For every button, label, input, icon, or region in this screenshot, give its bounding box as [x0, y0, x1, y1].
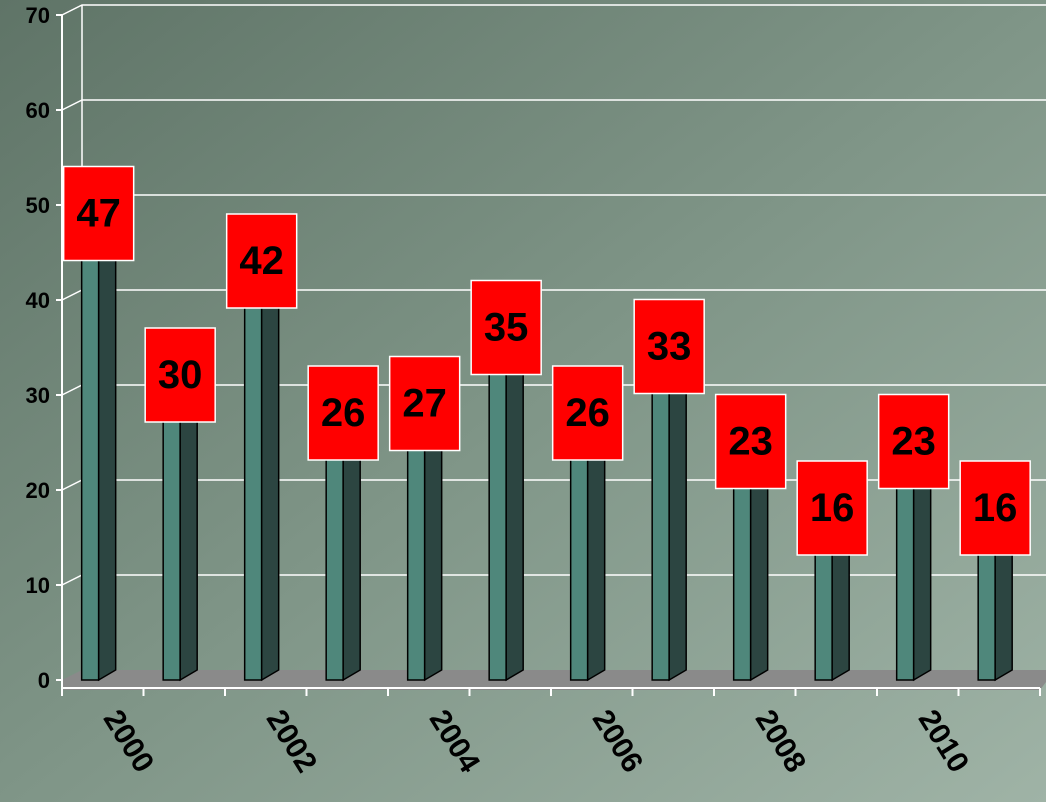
data-label: 27 — [402, 382, 447, 426]
data-label-box — [62, 165, 135, 262]
bar-side — [260, 269, 280, 682]
data-label: 33 — [647, 325, 692, 369]
bar — [569, 432, 589, 681]
y-tick-label: 20 — [26, 478, 50, 503]
y-tick-label: 60 — [26, 98, 50, 123]
data-label: 26 — [321, 391, 366, 435]
bar-side — [423, 412, 443, 682]
y-tick-label: 0 — [38, 668, 50, 693]
data-label: 16 — [973, 486, 1018, 530]
data-label: 30 — [158, 353, 203, 397]
bar — [406, 422, 426, 681]
data-label: 16 — [810, 486, 855, 530]
y-tick-label: 30 — [26, 383, 50, 408]
data-label: 42 — [239, 239, 284, 283]
bar-side — [668, 355, 687, 682]
bar-side — [505, 336, 524, 682]
bar — [488, 346, 507, 681]
data-label: 35 — [484, 306, 529, 350]
data-label: 23 — [891, 420, 936, 464]
data-label-box — [633, 298, 705, 395]
data-label-box — [470, 279, 542, 376]
data-label: 26 — [565, 391, 610, 435]
y-tick-label: 50 — [26, 193, 50, 218]
data-label-box — [551, 365, 624, 461]
bar — [243, 280, 263, 681]
data-label-box — [959, 460, 1031, 556]
bar-side — [586, 421, 606, 682]
grid-line — [61, 99, 1046, 111]
data-label-box — [144, 327, 216, 423]
data-label: 47 — [76, 192, 121, 236]
data-label-box — [225, 213, 298, 309]
bar — [162, 394, 181, 681]
bar-side — [342, 421, 361, 682]
bar — [80, 232, 100, 681]
bar-side — [97, 222, 117, 682]
data-label-box — [877, 393, 950, 490]
bar — [325, 432, 344, 681]
floor — [62, 670, 1046, 690]
bar — [651, 365, 670, 681]
bar-side — [179, 383, 198, 682]
data-label-box — [796, 460, 868, 556]
data-label-box — [307, 365, 379, 461]
grid-line — [61, 4, 1046, 16]
bar — [732, 460, 752, 681]
bar — [895, 460, 915, 681]
y-tick-label: 40 — [26, 288, 50, 313]
y-tick-label: 10 — [26, 573, 50, 598]
data-label-box — [714, 393, 787, 490]
y-tick-label: 70 — [26, 3, 50, 28]
data-label-box — [388, 355, 461, 452]
data-label: 23 — [728, 420, 773, 464]
